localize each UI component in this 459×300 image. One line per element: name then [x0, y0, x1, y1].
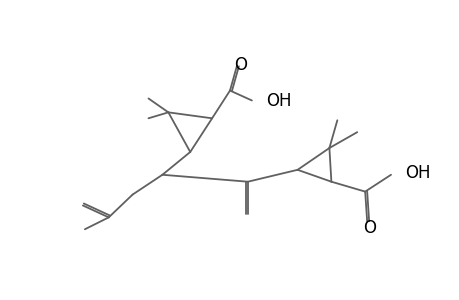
- Text: O: O: [234, 56, 247, 74]
- Text: OH: OH: [404, 164, 430, 182]
- Text: O: O: [362, 219, 375, 237]
- Text: OH: OH: [265, 92, 291, 110]
